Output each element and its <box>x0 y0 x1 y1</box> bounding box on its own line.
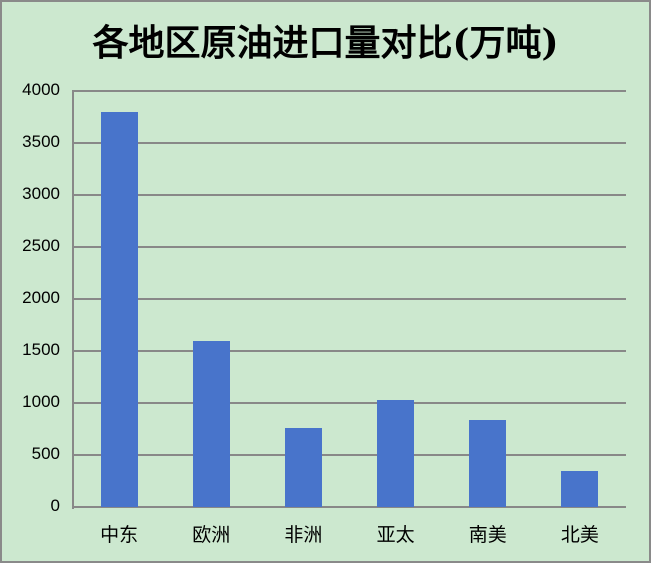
y-tick-label: 3000 <box>22 184 60 203</box>
gridline <box>73 298 626 300</box>
bar <box>561 470 599 507</box>
chart-title: 各地区原油进口量对比(万吨) <box>92 22 559 64</box>
gridline <box>73 90 626 92</box>
x-tick-label: 北美 <box>560 524 599 546</box>
gridline <box>73 246 626 248</box>
y-tick-label: 0 <box>50 496 60 515</box>
gridline <box>73 506 626 508</box>
x-tick-label: 非洲 <box>284 524 323 546</box>
y-tick-label: 4000 <box>22 80 60 99</box>
y-tick-label: 2000 <box>22 288 60 307</box>
y-axis-line <box>72 90 74 509</box>
bar <box>100 111 138 507</box>
y-tick-label: 1500 <box>22 340 60 359</box>
x-tick-label: 亚太 <box>376 524 415 546</box>
gridline <box>73 194 626 196</box>
y-tick-label: 2500 <box>22 236 60 255</box>
y-tick-label: 1000 <box>22 392 60 411</box>
gridline <box>73 402 626 404</box>
bar <box>192 340 230 507</box>
bar <box>469 419 507 507</box>
bar <box>377 399 415 507</box>
gridline <box>73 454 626 456</box>
y-tick-label: 500 <box>31 444 60 463</box>
x-tick-label: 南美 <box>468 524 507 546</box>
y-tick-label: 3500 <box>22 132 60 151</box>
bar <box>284 427 322 507</box>
gridline <box>73 142 626 144</box>
x-tick-label: 中东 <box>100 524 139 546</box>
x-tick-label: 欧洲 <box>192 524 231 546</box>
gridline <box>73 350 626 352</box>
